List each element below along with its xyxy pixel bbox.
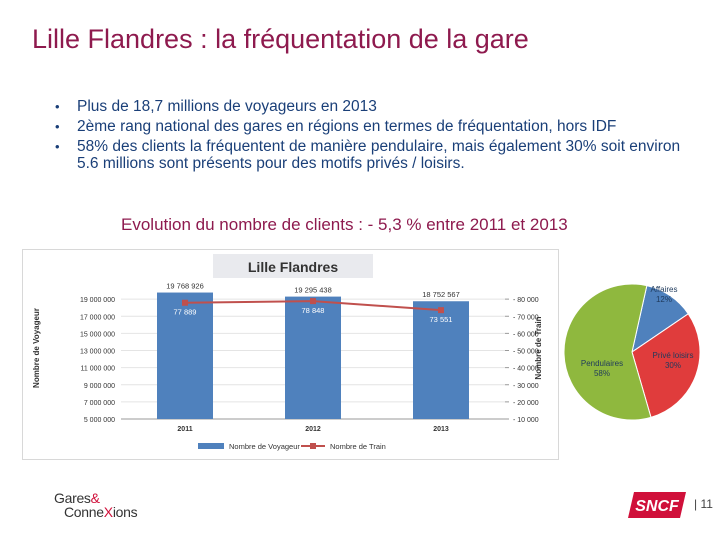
bar xyxy=(157,292,213,419)
svg-text:Gares&: Gares& xyxy=(54,491,101,506)
y-tick-label: 11 000 000 xyxy=(80,366,115,373)
y2-tick-label: - 20 000 xyxy=(513,400,539,407)
pie-slice-label: Affaires xyxy=(651,285,678,294)
y2-tick-label: - 60 000 xyxy=(513,331,539,338)
page-number: | 11 xyxy=(694,497,713,511)
y2-axis-label: Nombre de Train xyxy=(534,316,543,379)
pie-slice-value: 30% xyxy=(665,361,681,370)
legend-label-voyageur: Nombre de Voyageur xyxy=(229,442,300,451)
y-tick-label: 7 000 000 xyxy=(84,400,115,407)
y-tick-label: 17 000 000 xyxy=(80,314,115,321)
bar xyxy=(285,296,341,419)
bullet-item: 2ème rang national des gares en régions … xyxy=(55,118,695,135)
pie-slice-value: 58% xyxy=(594,369,610,378)
y2-tick-label: - 10 000 xyxy=(513,417,539,424)
y2-tick-label: - 80 000 xyxy=(513,297,539,304)
y-tick-label: 5 000 000 xyxy=(84,417,115,424)
line-point xyxy=(438,307,444,314)
sncf-logo: SNCF xyxy=(626,488,688,525)
line-data-label: 77 889 xyxy=(174,308,197,317)
line-point xyxy=(182,299,188,306)
x-tick-label: 2011 xyxy=(177,426,192,433)
x-tick-label: 2013 xyxy=(433,426,449,433)
line-data-label: 73 551 xyxy=(430,315,453,324)
bar xyxy=(413,301,469,419)
pie-slice xyxy=(631,313,701,418)
line-data-label: 78 848 xyxy=(302,306,325,315)
pie-chart: Affaires 12% Privé loisirs 30% Pendulaires 58… xyxy=(560,262,710,422)
x-tick-label: 2012 xyxy=(305,426,321,433)
bullet-list: Plus de 18,7 millions de voyageurs en 20… xyxy=(55,98,695,175)
y-tick-label: 19 000 000 xyxy=(80,297,115,304)
legend-marker-train xyxy=(310,443,316,449)
gares-connexions-logo: Gares& ConneXions xyxy=(54,490,164,520)
slide-title: Lille Flandres : la fréquentation de la … xyxy=(32,24,529,54)
y-tick-label: 9 000 000 xyxy=(84,383,115,390)
chart-title: Lille Flandres xyxy=(248,259,338,275)
legend-swatch-voyageur xyxy=(198,443,224,449)
svg-text:SNCF: SNCF xyxy=(635,498,680,515)
chart-title-bg xyxy=(213,254,373,278)
y2-tick-label: - 50 000 xyxy=(513,349,539,356)
svg-text:ConneXions: ConneXions xyxy=(64,504,138,519)
combo-chart: Lille Flandres Nombre de Voyageur Nombre… xyxy=(22,249,559,460)
bullet-item: Plus de 18,7 millions de voyageurs en 20… xyxy=(55,98,695,115)
y-axis-label: Nombre de Voyageur xyxy=(32,308,41,388)
bar-data-label: 19 768 926 xyxy=(166,282,204,291)
bar-data-label: 19 295 438 xyxy=(294,286,332,295)
bullet-item: 58% des clients la fréquentent de manièr… xyxy=(55,138,695,172)
pie-slice-value: 12% xyxy=(656,295,672,304)
combo-chart-svg: Lille Flandres Nombre de Voyageur Nombre… xyxy=(32,254,543,451)
pie-slice-label: Privé loisirs xyxy=(653,351,694,360)
bar-data-label: 18 752 567 xyxy=(422,290,460,299)
y-tick-label: 15 000 000 xyxy=(80,331,115,338)
chart-subtitle: Evolution du nombre de clients : - 5,3 %… xyxy=(121,215,568,234)
y-tick-label: 13 000 000 xyxy=(80,349,115,356)
legend-label-train: Nombre de Train xyxy=(330,442,386,451)
y2-tick-label: - 40 000 xyxy=(513,366,539,373)
pie-slice-label: Pendulaires xyxy=(581,359,623,368)
y2-tick-label: - 30 000 xyxy=(513,383,539,390)
line-point xyxy=(310,298,316,305)
pie-slice xyxy=(563,283,652,421)
y2-tick-label: - 70 000 xyxy=(513,314,539,321)
